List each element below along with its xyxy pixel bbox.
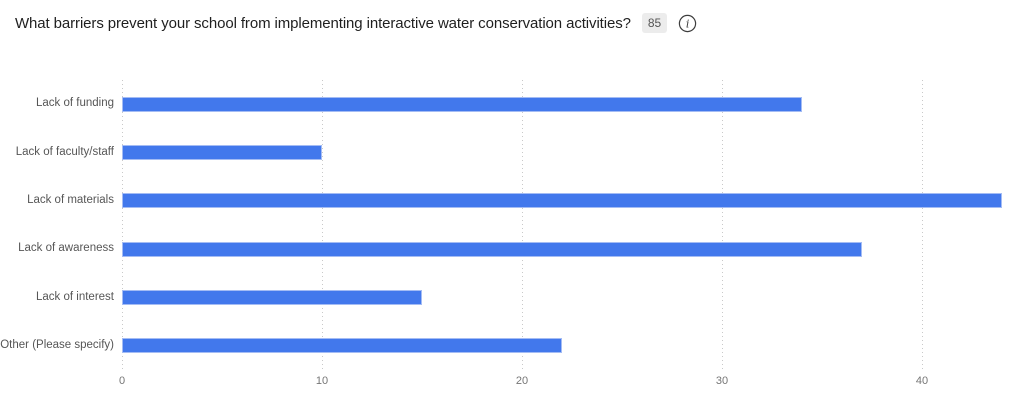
response-count-badge: 85 <box>641 13 668 33</box>
x-axis-tick-label: 20 <box>515 375 529 387</box>
gridline <box>122 80 123 370</box>
question-header: What barriers prevent your school from i… <box>15 13 697 33</box>
category-label: Lack of materials <box>27 193 114 206</box>
category-label: Lack of funding <box>35 97 114 110</box>
bar[interactable] <box>122 145 322 160</box>
bar[interactable] <box>122 96 802 112</box>
question-title: What barriers prevent your school from i… <box>15 14 631 32</box>
bar[interactable] <box>122 290 422 305</box>
x-axis-tick-label: 10 <box>315 375 329 387</box>
category-label: Lack of faculty/staff <box>15 145 114 158</box>
category-label: Lack of awareness <box>18 242 114 255</box>
bar[interactable] <box>122 193 1002 209</box>
x-axis-tick-label: 40 <box>915 375 929 387</box>
gridline <box>922 80 923 370</box>
svg-text:i: i <box>686 17 690 30</box>
x-axis-tick-label: 0 <box>118 375 126 387</box>
bar[interactable] <box>122 338 562 354</box>
gridline <box>722 80 723 370</box>
info-circle-icon[interactable]: i <box>678 14 697 33</box>
bar[interactable] <box>122 241 862 257</box>
category-label: Other (Please specify) <box>0 338 114 351</box>
x-axis-tick-label: 30 <box>715 375 729 387</box>
gridline <box>522 80 523 370</box>
category-label: Lack of interest <box>36 290 114 303</box>
gridline <box>322 80 323 370</box>
